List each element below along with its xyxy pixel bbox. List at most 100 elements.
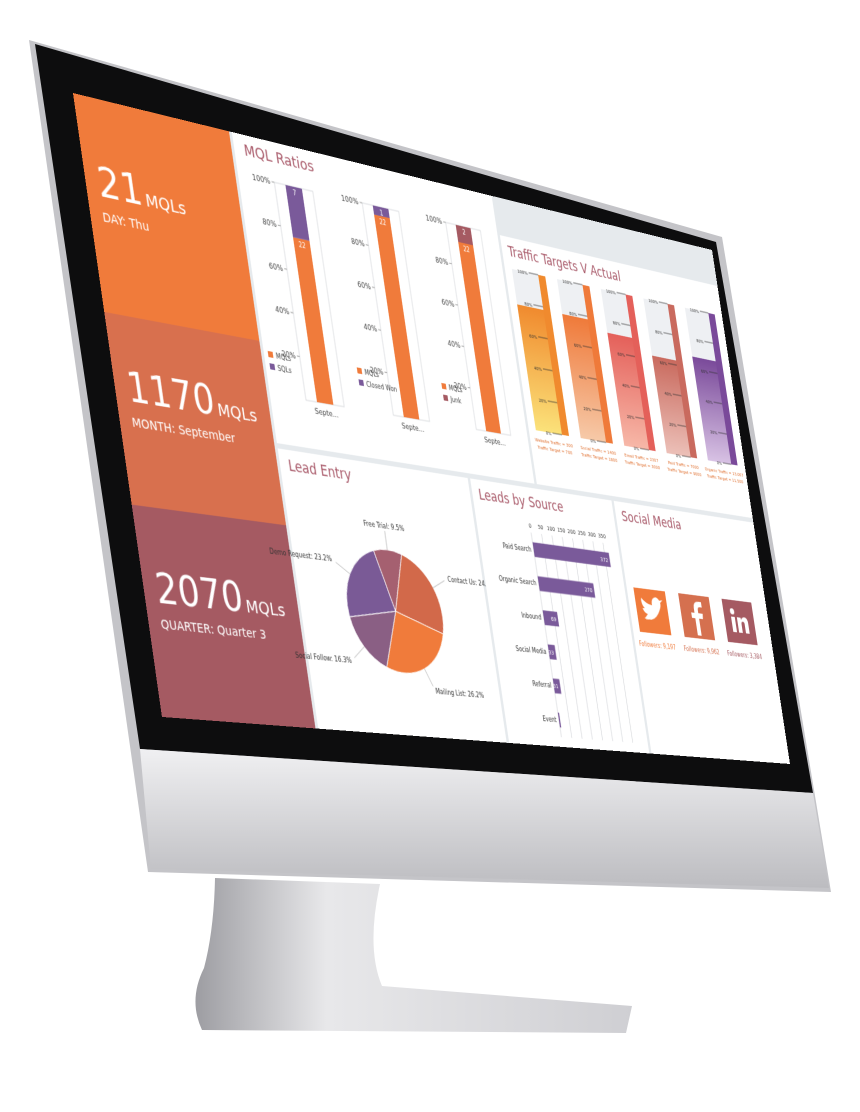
gauge-tick-label: 80% [524, 301, 533, 308]
x-tick-label: 150 [557, 527, 566, 535]
gauge-tick-label: 60% [660, 360, 668, 367]
panel [277, 448, 507, 743]
gauge-tick-label: 60% [529, 334, 538, 341]
y-tick-label: 100% [252, 173, 271, 186]
y-tick [297, 356, 300, 357]
gauge-tick-label: 20% [583, 406, 592, 413]
gauge-tick-label: 0% [590, 438, 596, 444]
gauge-tick-label: 20% [538, 398, 547, 405]
legend-swatch [267, 350, 274, 358]
gauge-label: Organic Traffic = 13,007 [704, 467, 743, 479]
kpi-value: 21 [94, 158, 145, 216]
gauge-tick-label: 0% [546, 431, 553, 438]
y-tick-label: Inbound [521, 612, 542, 622]
x-tick-label: 250 [577, 530, 586, 538]
y-tick-label: 60% [441, 298, 455, 309]
gauge-tick-label: 40% [622, 383, 630, 390]
gauge-sublabel: Traffic Target = 3000 [624, 460, 660, 471]
x-tick-label: Septe... [401, 421, 425, 433]
bar-value-label: 22 [379, 218, 387, 227]
kpi-value: 2070 [152, 565, 246, 623]
bar-value-label: 1 [379, 209, 383, 217]
pie-slice [387, 553, 445, 635]
legend-label: MQLs [275, 352, 292, 363]
x-tick-label: 300 [588, 531, 597, 539]
y-tick-label: 40% [275, 305, 290, 317]
panel [231, 132, 535, 484]
y-tick [291, 312, 294, 313]
gauge-tick-label: 60% [617, 352, 625, 359]
gauge-tick-label: 40% [664, 391, 672, 398]
followers-label: Followers: 9,197 [639, 640, 677, 651]
kpi-panel [104, 311, 287, 526]
bar-value-label: 7 [292, 189, 297, 198]
bar-value-label: 270 [584, 587, 593, 594]
y-tick-label: 20% [369, 365, 383, 376]
gauge-tick-label: 0% [633, 446, 639, 452]
x-tick-label: Septe... [484, 435, 507, 447]
x-tick-label: 100 [547, 525, 556, 533]
gauge-tick-label: 60% [574, 343, 583, 350]
y-tick-label: 100% [341, 194, 359, 207]
gauge-tick-label: 60% [701, 369, 709, 376]
y-tick-label: 60% [268, 261, 283, 273]
gauge-tick-label: 0% [676, 453, 682, 459]
gauge-tick-label: 20% [627, 414, 635, 421]
bar-value-label: 33 [548, 649, 554, 656]
bar-value-label: 31 [553, 684, 559, 691]
x-tick-label: 50 [537, 524, 543, 531]
y-tick-label: 40% [363, 322, 377, 333]
y-tick-label: 80% [262, 217, 277, 229]
y-tick-label: 20% [453, 381, 467, 392]
stand [195, 878, 632, 1033]
panel [499, 235, 753, 519]
y-tick-label: Social Media [515, 645, 547, 656]
gauge-tick-label: 0% [717, 461, 723, 467]
gauge-sublabel: Traffic Target = 1800 [580, 452, 617, 464]
bar-value-label: 6 [555, 718, 559, 725]
gauge-sublabel: Traffic Target = 700 [537, 445, 573, 457]
gauge-label: Email Traffic = 2307 [624, 453, 659, 464]
y-tick [372, 287, 375, 288]
chin [140, 749, 829, 888]
y-tick-label: 80% [351, 237, 366, 249]
gauge-label: Paid Traffic = 7000 [668, 460, 699, 471]
pie-slice [339, 546, 398, 622]
bar-value-label: 2 [462, 229, 466, 237]
gauge-tick-label: 100% [689, 308, 699, 315]
bar-value-label: 372 [600, 556, 609, 563]
kpi-panel [131, 504, 316, 729]
y-tick [378, 330, 381, 331]
gauge-tick-label: 80% [655, 330, 663, 337]
y-tick-label: 40% [447, 339, 461, 350]
gauge-tick-label: 40% [705, 399, 713, 406]
gauge-label: Social Traffic = 1400 [580, 445, 616, 457]
kpi-unit: MQLs [245, 597, 287, 622]
gauge-tick-label: 80% [612, 320, 620, 327]
gauge-tick-label: 100% [562, 279, 573, 287]
gauge-tick-label: 100% [606, 289, 617, 297]
bar-value-label: 69 [551, 616, 557, 623]
y-tick [284, 269, 287, 270]
gauge-tick-label: 100% [517, 269, 528, 277]
y-tick-label: 60% [357, 280, 371, 292]
bar-value-label: 22 [463, 245, 470, 254]
gauge-tick-label: 40% [578, 375, 587, 382]
y-tick-label: Referral [532, 681, 552, 690]
followers-label: Followers: 3,384 [727, 650, 763, 661]
legend-label: Junk [449, 396, 462, 406]
followers-label: Followers: 9,962 [683, 645, 720, 656]
y-tick-label: 100% [425, 214, 442, 226]
pie-slice [378, 609, 449, 677]
legend-label: MQLs [364, 369, 380, 379]
gauge-tick-label: 80% [696, 338, 704, 345]
y-tick-label: Event [542, 715, 557, 724]
x-tick-label: 0 [528, 523, 532, 530]
legend-label: SQLs [277, 365, 292, 376]
legend-swatch [269, 363, 276, 371]
gauge-sublabel: Traffic Target = 11,500 [706, 474, 743, 485]
gauge-tick-label: 40% [534, 366, 543, 373]
gauge-tick-label: 100% [648, 298, 658, 305]
gauge-tick-label: 20% [710, 430, 718, 437]
